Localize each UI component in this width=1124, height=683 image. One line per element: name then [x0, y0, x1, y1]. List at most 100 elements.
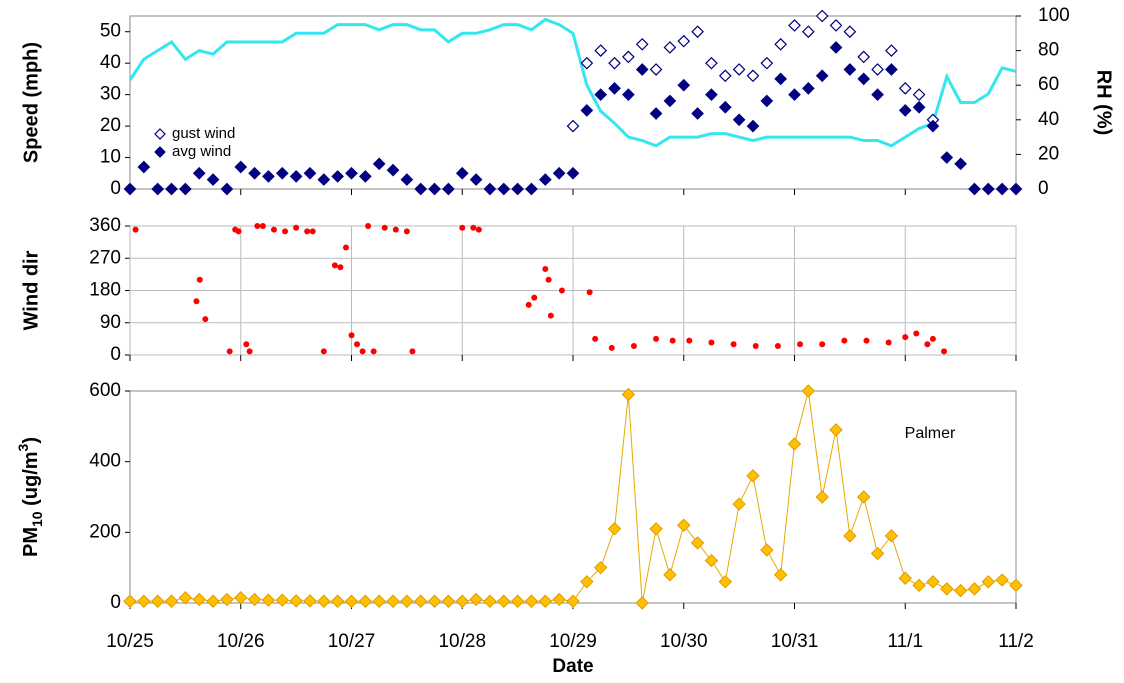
data-point	[608, 56, 621, 70]
data-point	[344, 594, 359, 608]
data-point	[929, 335, 936, 342]
data-point	[282, 228, 289, 235]
data-point	[843, 25, 857, 39]
legend-marker	[154, 128, 166, 140]
y-tick-label: 200	[89, 521, 121, 542]
data-point	[677, 78, 691, 92]
data-point	[372, 157, 386, 171]
data-point	[815, 69, 829, 83]
data-point	[669, 337, 676, 344]
y2-tick-label: 20	[1038, 143, 1059, 164]
x-axis-label: Date	[552, 656, 593, 677]
data-point	[635, 63, 649, 76]
data-point	[608, 344, 615, 351]
data-point	[954, 157, 967, 171]
x-tick-label: 10/26	[217, 631, 265, 652]
data-point	[967, 582, 982, 596]
data-point	[774, 343, 781, 350]
y2-tick-label: 60	[1038, 74, 1059, 95]
data-point	[913, 330, 920, 337]
y-tick-label: 600	[89, 380, 121, 401]
data-point	[787, 437, 802, 451]
data-point	[342, 244, 349, 251]
y-tick-label: 10	[100, 147, 121, 168]
data-point	[345, 166, 358, 180]
data-point	[718, 69, 732, 83]
data-point	[801, 81, 815, 95]
data-point	[246, 348, 253, 355]
y-tick-label: 20	[100, 115, 121, 136]
data-point	[898, 81, 912, 95]
data-point	[594, 44, 608, 57]
data-point	[358, 170, 372, 183]
x-tick-label: 10/25	[106, 631, 154, 652]
y-tick-label: 30	[100, 84, 121, 105]
data-point	[691, 107, 704, 120]
y-tick-label: 180	[89, 280, 121, 301]
data-point	[788, 88, 801, 101]
data-point	[354, 341, 361, 348]
y-tick-label: 90	[100, 312, 121, 333]
data-point	[871, 88, 884, 101]
y-axis-label-part: (ug/m	[20, 451, 42, 511]
data-point	[774, 37, 788, 51]
data-point	[317, 173, 331, 186]
data-point	[760, 94, 774, 108]
data-point	[705, 88, 718, 101]
data-point	[649, 107, 663, 120]
data-point	[392, 226, 399, 233]
legend-label: avg wind	[172, 143, 231, 160]
legend-label: gust wind	[172, 125, 235, 142]
y-axis-label-part: PM	[20, 527, 42, 557]
data-point	[870, 546, 885, 561]
y2-tick-label: 0	[1038, 178, 1049, 199]
data-point	[469, 592, 483, 607]
data-point	[898, 571, 912, 585]
data-point	[427, 594, 442, 608]
data-point	[235, 228, 242, 235]
data-point	[275, 166, 289, 180]
data-point	[841, 337, 848, 344]
data-point	[289, 594, 303, 608]
y-axis-label: PM10 (ug/m3)	[15, 437, 45, 557]
data-point	[760, 56, 774, 70]
data-point	[320, 348, 327, 355]
data-point	[863, 337, 870, 344]
data-point	[261, 593, 276, 607]
y-tick-label: 400	[89, 451, 121, 472]
data-point	[912, 100, 926, 114]
data-point	[151, 182, 165, 196]
data-point	[730, 341, 737, 348]
data-point	[303, 594, 317, 608]
data-point	[622, 88, 635, 101]
y-tick-label: 0	[110, 344, 121, 365]
data-point	[746, 119, 760, 133]
data-point	[262, 170, 275, 183]
data-point	[247, 592, 262, 607]
data-point	[981, 575, 996, 589]
data-point	[621, 387, 636, 402]
data-point	[586, 289, 593, 296]
data-point	[441, 594, 456, 608]
data-point	[622, 50, 635, 64]
data-point	[525, 182, 538, 196]
data-point	[400, 173, 414, 186]
data-point	[455, 594, 469, 608]
data-point	[192, 592, 206, 607]
data-point	[372, 594, 386, 608]
data-point	[801, 384, 816, 398]
data-point	[206, 594, 220, 608]
data-point	[746, 69, 760, 83]
data-point	[940, 151, 954, 164]
data-point	[843, 63, 857, 76]
data-point	[538, 594, 553, 608]
data-point	[358, 594, 373, 608]
x-tick-label: 10/31	[771, 631, 819, 652]
x-tick-label: 10/29	[549, 631, 597, 652]
data-point	[732, 497, 746, 511]
y2-tick-label: 100	[1038, 5, 1070, 26]
data-point	[525, 301, 532, 308]
annotation: Palmer	[905, 425, 956, 442]
y-axis-label-part: 3	[15, 443, 31, 451]
